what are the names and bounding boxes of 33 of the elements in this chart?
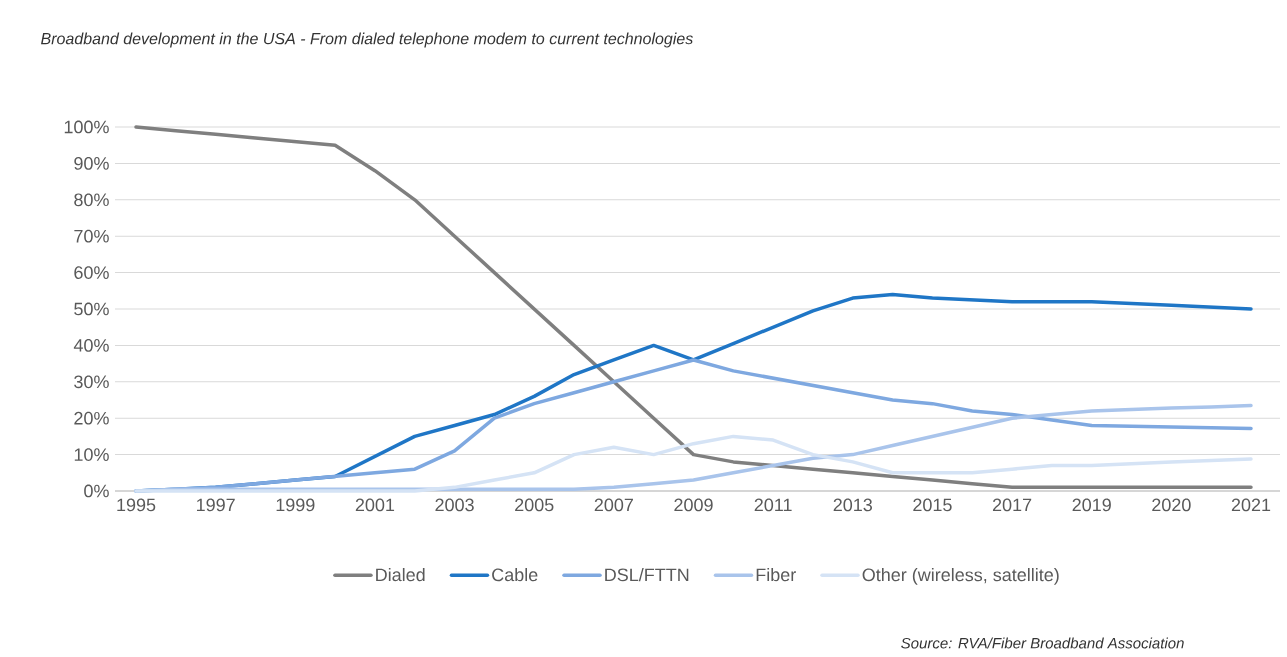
chart-title: Broadband development in the USA - From dialed telephone modem to current technologies <box>41 32 693 48</box>
legend-label: Other (wireless, satellite) <box>862 568 1059 585</box>
x-tick-label: 2003 <box>435 498 474 512</box>
x-tick-label: 2020 <box>1152 498 1191 512</box>
y-tick-label: 60% <box>74 266 109 279</box>
legend-label: Fiber <box>756 568 796 582</box>
y-tick-label: 90% <box>74 157 109 170</box>
source-note: Source: RVA/Fiber Broadband Association <box>901 637 1184 649</box>
legend-label: DSL/FTTN <box>605 568 689 582</box>
legend-label: Cable <box>492 568 538 582</box>
legend-label: Dialed <box>376 568 425 582</box>
x-tick-label: 2017 <box>992 498 1032 512</box>
y-tick-label: 10% <box>74 448 109 461</box>
x-tick-label: 2007 <box>594 498 633 512</box>
y-tick-label: 30% <box>74 375 109 389</box>
x-tick-label: 1999 <box>276 498 315 512</box>
x-tick-label: 2021 <box>1231 498 1271 512</box>
x-tick-label: 2011 <box>754 498 792 512</box>
x-tick-label: 2013 <box>833 498 873 512</box>
x-tick-label: 2019 <box>1072 498 1111 512</box>
y-tick-label: 0% <box>84 484 109 498</box>
x-tick-label: 2001 <box>355 498 395 512</box>
x-tick-label: 2009 <box>674 498 713 512</box>
y-tick-label: 50% <box>74 302 109 316</box>
y-tick-label: 80% <box>74 193 109 207</box>
x-tick-label: 1995 <box>117 498 156 512</box>
y-tick-label: 70% <box>74 229 109 243</box>
x-tick-label: 2005 <box>515 498 554 512</box>
y-tick-label: 100% <box>64 120 109 134</box>
x-tick-label: 1997 <box>196 498 235 512</box>
y-tick-label: 20% <box>74 411 109 425</box>
x-tick-label: 2015 <box>913 498 952 512</box>
y-tick-label: 40% <box>73 339 109 352</box>
